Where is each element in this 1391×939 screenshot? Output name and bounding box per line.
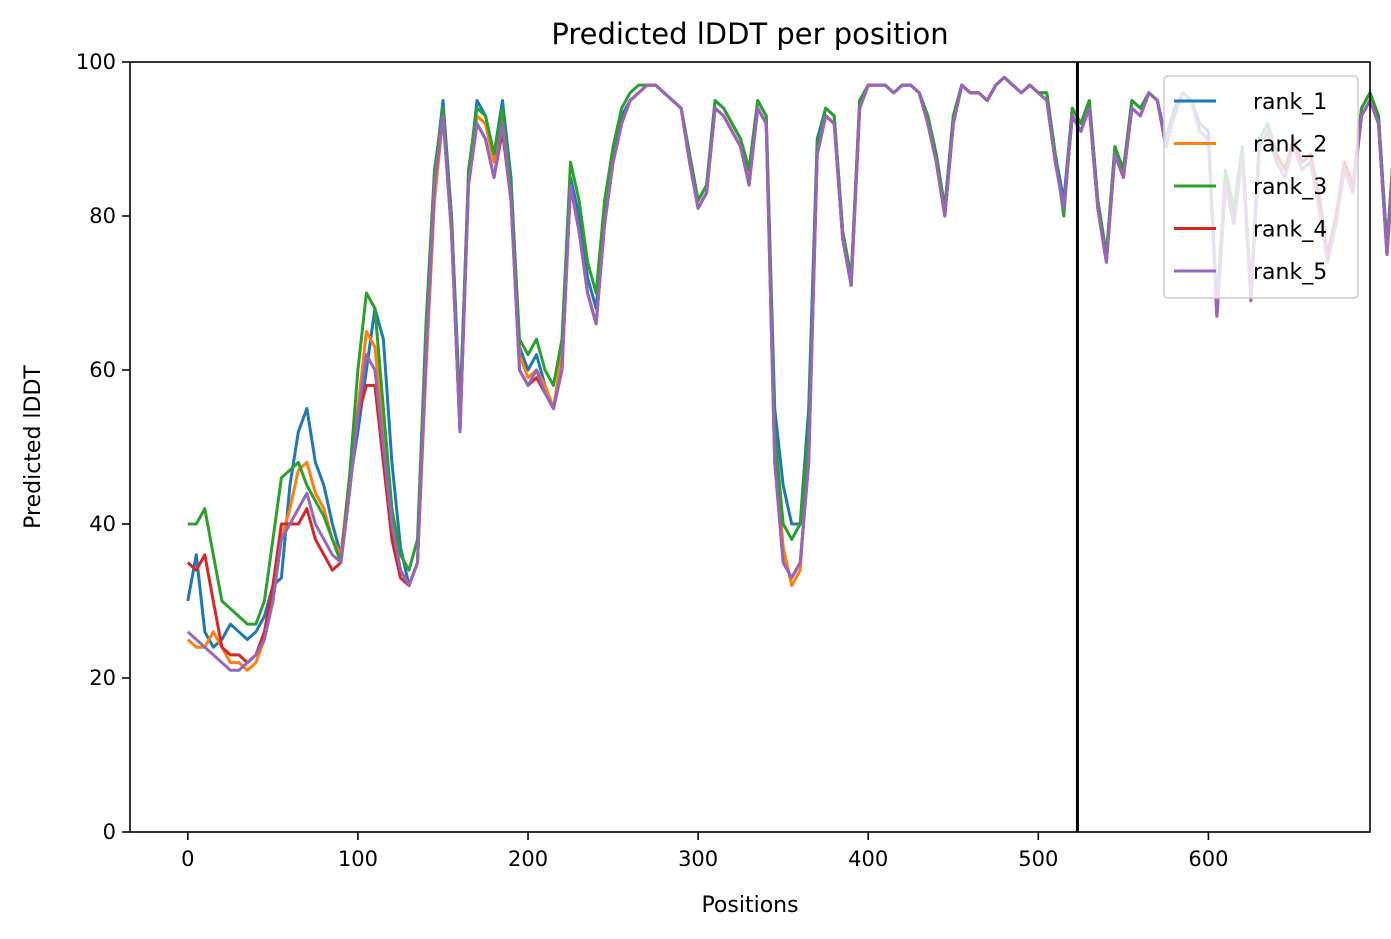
chart-title: Predicted lDDT per position <box>551 17 948 51</box>
y-tick-label: 60 <box>89 358 116 382</box>
series-line-rank_5 <box>186 75 1391 672</box>
x-tick-label: 200 <box>508 847 548 871</box>
x-tick-label: 600 <box>1188 847 1228 871</box>
plot-lines <box>186 62 1391 832</box>
x-tick-label: 100 <box>338 847 378 871</box>
legend-label-rank_2: rank_2 <box>1253 133 1327 158</box>
x-tick-label: 400 <box>848 847 888 871</box>
x-axis-label: Positions <box>701 893 798 918</box>
legend: rank_1 rank_2 rank_3 rank_4 rank_5 <box>1163 75 1359 299</box>
x-tick-label: 300 <box>678 847 718 871</box>
y-tick-label: 100 <box>76 50 116 74</box>
x-tick-label: 0 <box>181 847 194 871</box>
y-tick-label: 20 <box>89 666 116 690</box>
legend-label-rank_5: rank_5 <box>1253 260 1327 285</box>
axes: 0 100 200 300 400 500 600 0 20 40 60 80 100 <box>76 50 1229 871</box>
y-tick-label: 0 <box>103 820 116 844</box>
x-tick-label: 500 <box>1018 847 1058 871</box>
legend-label-rank_3: rank_3 <box>1253 175 1327 200</box>
y-tick-label: 40 <box>89 512 116 536</box>
legend-label-rank_1: rank_1 <box>1253 90 1327 115</box>
y-axis-label: Predicted lDDT <box>21 365 46 529</box>
plot-frame <box>129 61 1371 833</box>
y-tick-label: 80 <box>89 204 116 228</box>
legend-label-rank_4: rank_4 <box>1253 218 1327 243</box>
legend-box <box>1163 75 1359 299</box>
